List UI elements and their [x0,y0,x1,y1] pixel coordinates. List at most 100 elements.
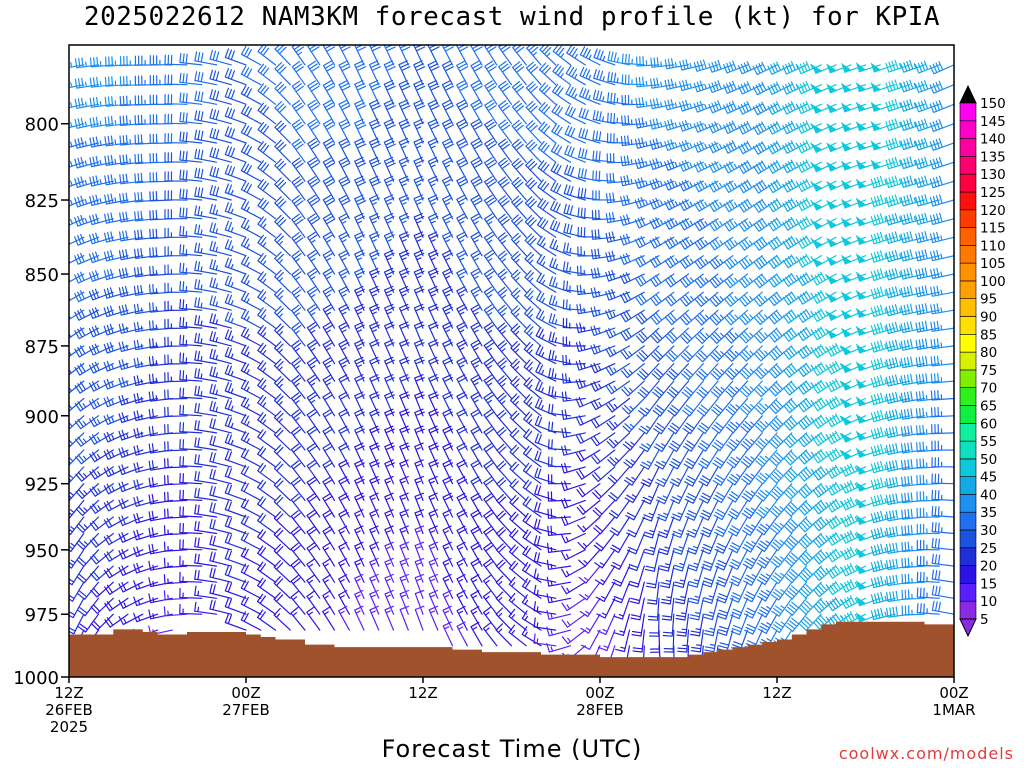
wind-barb [240,104,262,125]
wind-barb [591,466,616,482]
wind-barb [534,501,557,518]
wind-barb [224,239,247,257]
wind-barb [681,363,704,381]
wind-barb [681,380,704,399]
wind-barb [69,380,70,382]
wind-barb [798,466,822,482]
wind-barb [591,449,616,465]
wind-barb [840,121,867,132]
wind-barb [209,583,232,599]
wind-barb [306,574,321,599]
wind-barb [683,432,704,452]
wind-barb [322,492,336,518]
wind-barb [413,79,426,105]
wind-barb [322,442,336,468]
wind-barb [551,123,572,144]
wind-barb [368,60,381,86]
wind-barb [427,99,440,125]
wind-barb [483,250,498,275]
wind-barb [209,535,232,551]
wind-barb [885,409,911,421]
colorbar-label: 30 [980,523,997,539]
wind-barb [826,548,852,563]
wind-barb [870,231,896,245]
x-tick-label: 28FEB [576,701,623,719]
wind-barb [508,592,527,615]
wind-barb [483,357,498,382]
wind-barb [870,477,896,490]
wind-barb [811,290,837,304]
wind-barb [812,581,837,598]
wind-barb [783,415,808,431]
wind-barb [290,558,306,583]
wind-barb [369,303,380,329]
wind-barb [565,85,586,105]
wind-barb [149,94,173,105]
wind-barb [708,100,734,114]
wind-barb [560,498,586,509]
wind-barb [495,543,513,567]
wind-barb [306,426,321,451]
wind-barb [509,427,527,451]
wind-barb [398,60,411,86]
wind-barb [642,499,660,522]
wind-barb [522,512,542,535]
wind-barb [224,565,247,583]
wind-barb [597,613,616,635]
wind-barb [590,380,616,392]
wind-barb [194,71,218,86]
colorbar-swatch [959,351,977,371]
wind-barb [511,138,527,163]
wind-barb [338,194,351,220]
wind-barb [442,249,454,275]
wind-barb [548,313,572,329]
wind-barb [728,516,749,537]
wind-barb [914,99,940,113]
wind-barb [767,140,793,155]
wind-barb [885,321,911,335]
wind-barb [256,609,277,631]
wind-barb [665,327,690,344]
wind-barb [562,336,586,347]
wind-barb [870,510,896,524]
wind-barb [900,156,926,170]
wind-barb [537,179,557,201]
wind-barb [118,412,144,424]
wind-barb [885,137,911,151]
wind-barb [782,178,808,193]
wind-barb [915,267,940,280]
wind-barb [538,102,557,125]
wind-barb [470,525,483,551]
wind-barb [69,380,85,394]
wind-barb [659,549,675,572]
wind-barb [273,358,291,382]
wind-barb [354,525,365,551]
wind-barb [470,391,483,417]
wind-barb [148,391,173,402]
wind-barb [578,147,601,163]
wind-barb [194,585,218,599]
wind-barb [354,175,367,201]
wind-barb [89,136,114,148]
wind-barb [338,541,350,567]
wind-barb [840,273,867,283]
wind-barb [483,231,498,257]
wind-barb [538,82,557,105]
wind-barb [497,157,513,182]
wind-barb [497,138,513,163]
wind-barb [885,175,911,189]
wind-barb [561,613,586,628]
wind-barb [496,322,513,347]
wind-barb [703,597,719,621]
wind-barb [496,477,513,501]
wind-barb [533,633,557,647]
y-tick-label: 1000 [13,668,59,689]
wind-barb [456,590,468,615]
wind-barb [575,432,601,444]
wind-barb [497,304,513,329]
wind-barb [240,327,262,347]
wind-barb [870,268,896,281]
wind-barb [755,466,778,485]
wind-barb [290,590,306,615]
wind-barb [414,459,424,485]
